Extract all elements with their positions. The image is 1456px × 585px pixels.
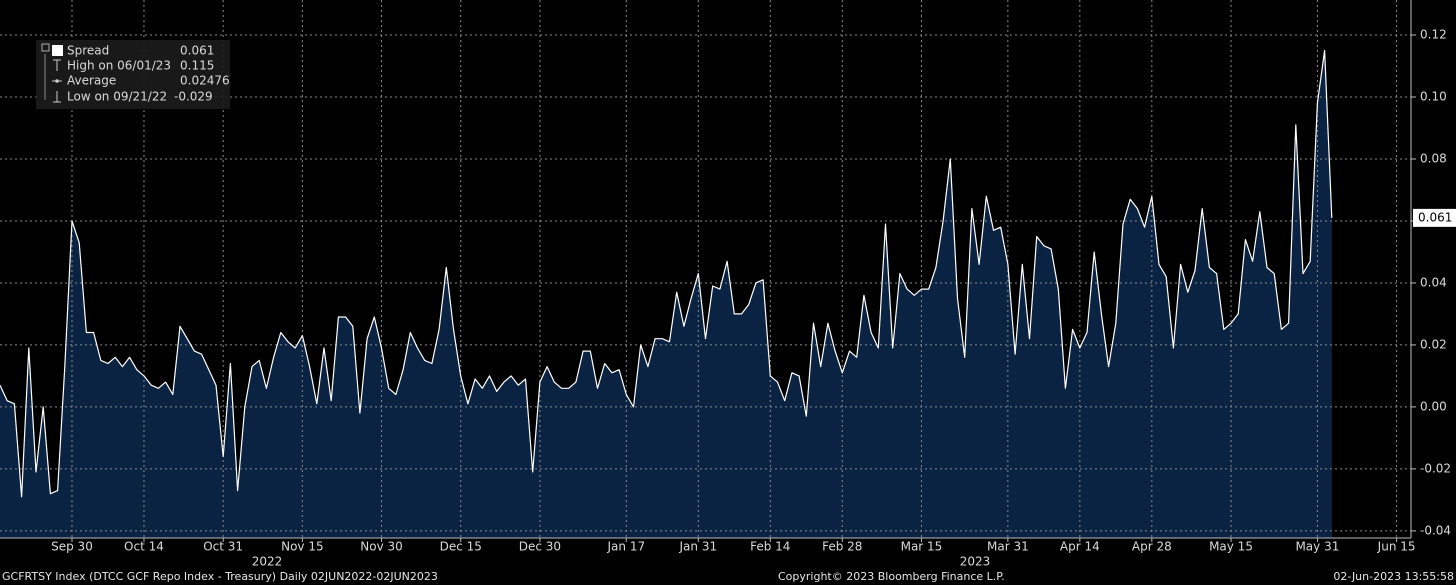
x-tick-label: Nov 15 [281,540,324,554]
x-tick-label: Mar 31 [987,540,1029,554]
legend-label: Average [67,74,116,88]
x-tick-label: Dec 30 [519,540,561,554]
x-tick-label: Jun 15 [1377,540,1416,554]
legend-value: 0.02476 [180,74,230,88]
y-tick-label: -0.04 [1420,523,1451,537]
series-line [0,49,1333,498]
legend-box [36,40,230,109]
legend-label: High on 06/01/23 [67,59,171,73]
legend-value: 0.061 [180,44,214,58]
y-tick-label: 0.00 [1420,399,1447,413]
x-tick-label: Oct 31 [203,540,243,554]
y-tick-label: -0.02 [1420,461,1451,475]
footer-timestamp: 02-Jun-2023 13:55:58 [1333,570,1454,583]
x-tick-label: Sep 30 [51,540,93,554]
x-tick-label: May 15 [1209,540,1253,554]
x-tick-label: Oct 14 [124,540,164,554]
year-label: 2022 [252,555,283,569]
year-label: 2023 [960,555,991,569]
y-tick-label: 0.12 [1420,28,1447,42]
y-tick-label: 0.02 [1420,337,1447,351]
x-tick-label: Jan 31 [679,540,718,554]
legend-label: Low on 09/21/22 [67,90,167,104]
x-tick-label: Jan 17 [607,540,646,554]
last-value-label: 0.061 [1418,210,1452,224]
legend-swatch [52,45,63,56]
legend-low-icon [53,91,61,103]
footer-source: GCFRTSY Index (DTCC GCF Repo Index - Tre… [2,570,438,583]
x-tick-label: Apr 14 [1060,540,1100,554]
last-value-box [1413,208,1456,227]
legend-high-icon [53,59,61,71]
x-tick-label: Mar 15 [901,540,943,554]
legend-average-dot [55,79,59,83]
x-tick-label: Dec 15 [440,540,482,554]
x-tick-label: Apr 28 [1132,540,1172,554]
legend-value: -0.029 [174,90,213,104]
plot-area: -0.04-0.020.000.020.040.060.080.100.12Se… [0,0,1456,554]
y-tick-label: 0.10 [1420,90,1447,104]
legend: Spread 0.061 High on 06/01/23 0.115 Aver… [36,40,230,109]
y-tick-label: 0.08 [1420,151,1447,165]
legend-value: 0.115 [180,59,214,73]
legend-label: Spread [67,44,109,58]
area-fill [0,50,1332,538]
x-tick-label: Feb 14 [750,540,790,554]
x-tick-label: Feb 28 [822,540,862,554]
footer-copyright: Copyright© 2023 Bloomberg Finance L.P. [778,570,1005,583]
x-tick-label: May 31 [1295,540,1339,554]
x-tick-label: Nov 30 [360,540,403,554]
y-tick-label: 0.04 [1420,275,1447,289]
legend-toggle [41,43,50,52]
